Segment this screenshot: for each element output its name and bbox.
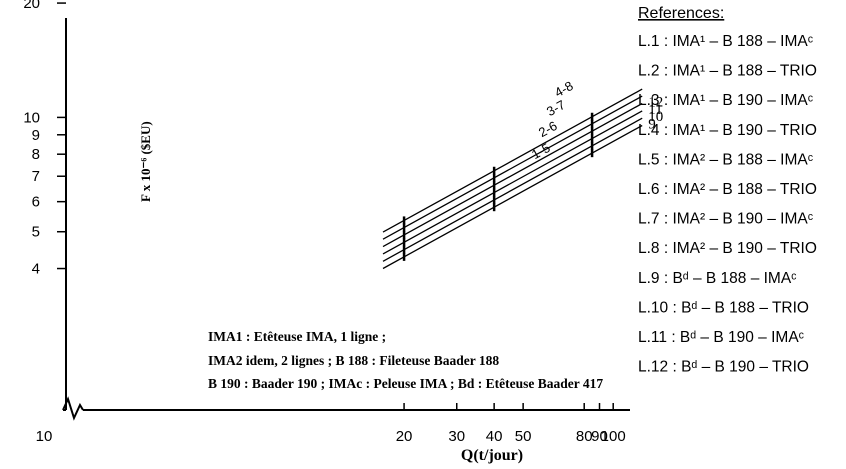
x-tick-label: 50 (515, 428, 532, 445)
references-title: References: (638, 5, 724, 22)
x-axis-label: Q(t/jour) (461, 447, 523, 464)
line-group-label: 4-8 (552, 78, 576, 100)
reference-item: L.7 : IMA² – B 190 – IMAᶜ (638, 211, 814, 228)
line-group-label: 3-7 (544, 97, 568, 119)
y-tick-label: 9 (32, 127, 40, 144)
reference-item: L.4 : IMA¹ – B 190 – TRIO (638, 122, 817, 139)
line-number-label: 9 (648, 117, 656, 133)
y-tick-labels: 4 5 6 7 8 910 20 (23, 0, 40, 278)
x-axis-break (62, 396, 84, 421)
y-tick-label: 6 (32, 194, 40, 211)
reference-item: L.10 : Bᵈ – B 188 – TRIO (638, 299, 809, 316)
reference-item: L.12 : Bᵈ – B 190 – TRIO (638, 359, 809, 376)
series-lines (382, 88, 643, 270)
reference-item: L.1 : IMA¹ – B 188 – IMAᶜ (638, 33, 814, 50)
x-tick-label: 90 (591, 428, 608, 445)
y-tick-label: 8 (32, 146, 40, 163)
note-line-3: B 190 : Baader 190 ; IMAc : Peleuse IMA … (208, 376, 603, 391)
y-tick-label: 7 (32, 168, 40, 185)
y-tick-label: 10 (23, 109, 40, 126)
series-line (382, 95, 643, 240)
y-tick-label: 20 (23, 0, 40, 12)
reference-item: L.2 : IMA¹ – B 188 – TRIO (638, 63, 817, 80)
reference-item: L.3 : IMA¹ – B 190 – IMAᶜ (638, 92, 814, 109)
series-line (382, 102, 643, 248)
reference-item: L.11 : Bᵈ – B 190 – IMAᶜ (638, 329, 805, 346)
tick-marks (57, 2, 614, 410)
x-tick-label: 20 (396, 428, 413, 445)
x-tick-label: 40 (486, 428, 503, 445)
note-line-1: IMA1 : Etêteuse IMA, 1 ligne ; (208, 329, 386, 344)
note-line-2: IMA2 idem, 2 lignes ; B 188 : Fileteuse … (208, 353, 499, 368)
line-number-label: 10 (648, 109, 663, 125)
x-tick-label: 100 (601, 428, 626, 445)
series-line (382, 124, 643, 270)
y-axis-label: F x 10⁻⁶ ($EU) (138, 121, 153, 202)
series-line (382, 110, 643, 255)
references-list: L.1 : IMA¹ – B 188 – IMAᶜ L.2 : IMA¹ – B … (638, 33, 817, 376)
x-tick-label: 30 (448, 428, 465, 445)
reference-item: L.5 : IMA² – B 188 – IMAᶜ (638, 151, 814, 168)
series-line (382, 117, 643, 262)
series-markers (402, 112, 594, 261)
line-number-label: 11 (648, 102, 662, 118)
x-tick-label: 80 (576, 428, 593, 445)
reference-item: L.8 : IMA² – B 190 – TRIO (638, 240, 817, 257)
line-group-label: 1-5 (529, 140, 553, 162)
reference-item: L.6 : IMA² – B 188 – TRIO (638, 181, 817, 198)
y-tick-label: 4 (32, 261, 40, 278)
line-number-label: 12 (648, 94, 663, 110)
x-tick-label: 10 (36, 428, 53, 445)
axes (62, 18, 630, 421)
line-group-labels: 1-52-63-74-8 (529, 78, 576, 162)
series-line (382, 88, 643, 233)
reference-item: L.9 : Bᵈ – B 188 – IMAᶜ (638, 270, 797, 287)
y-tick-label: 5 (32, 224, 40, 241)
